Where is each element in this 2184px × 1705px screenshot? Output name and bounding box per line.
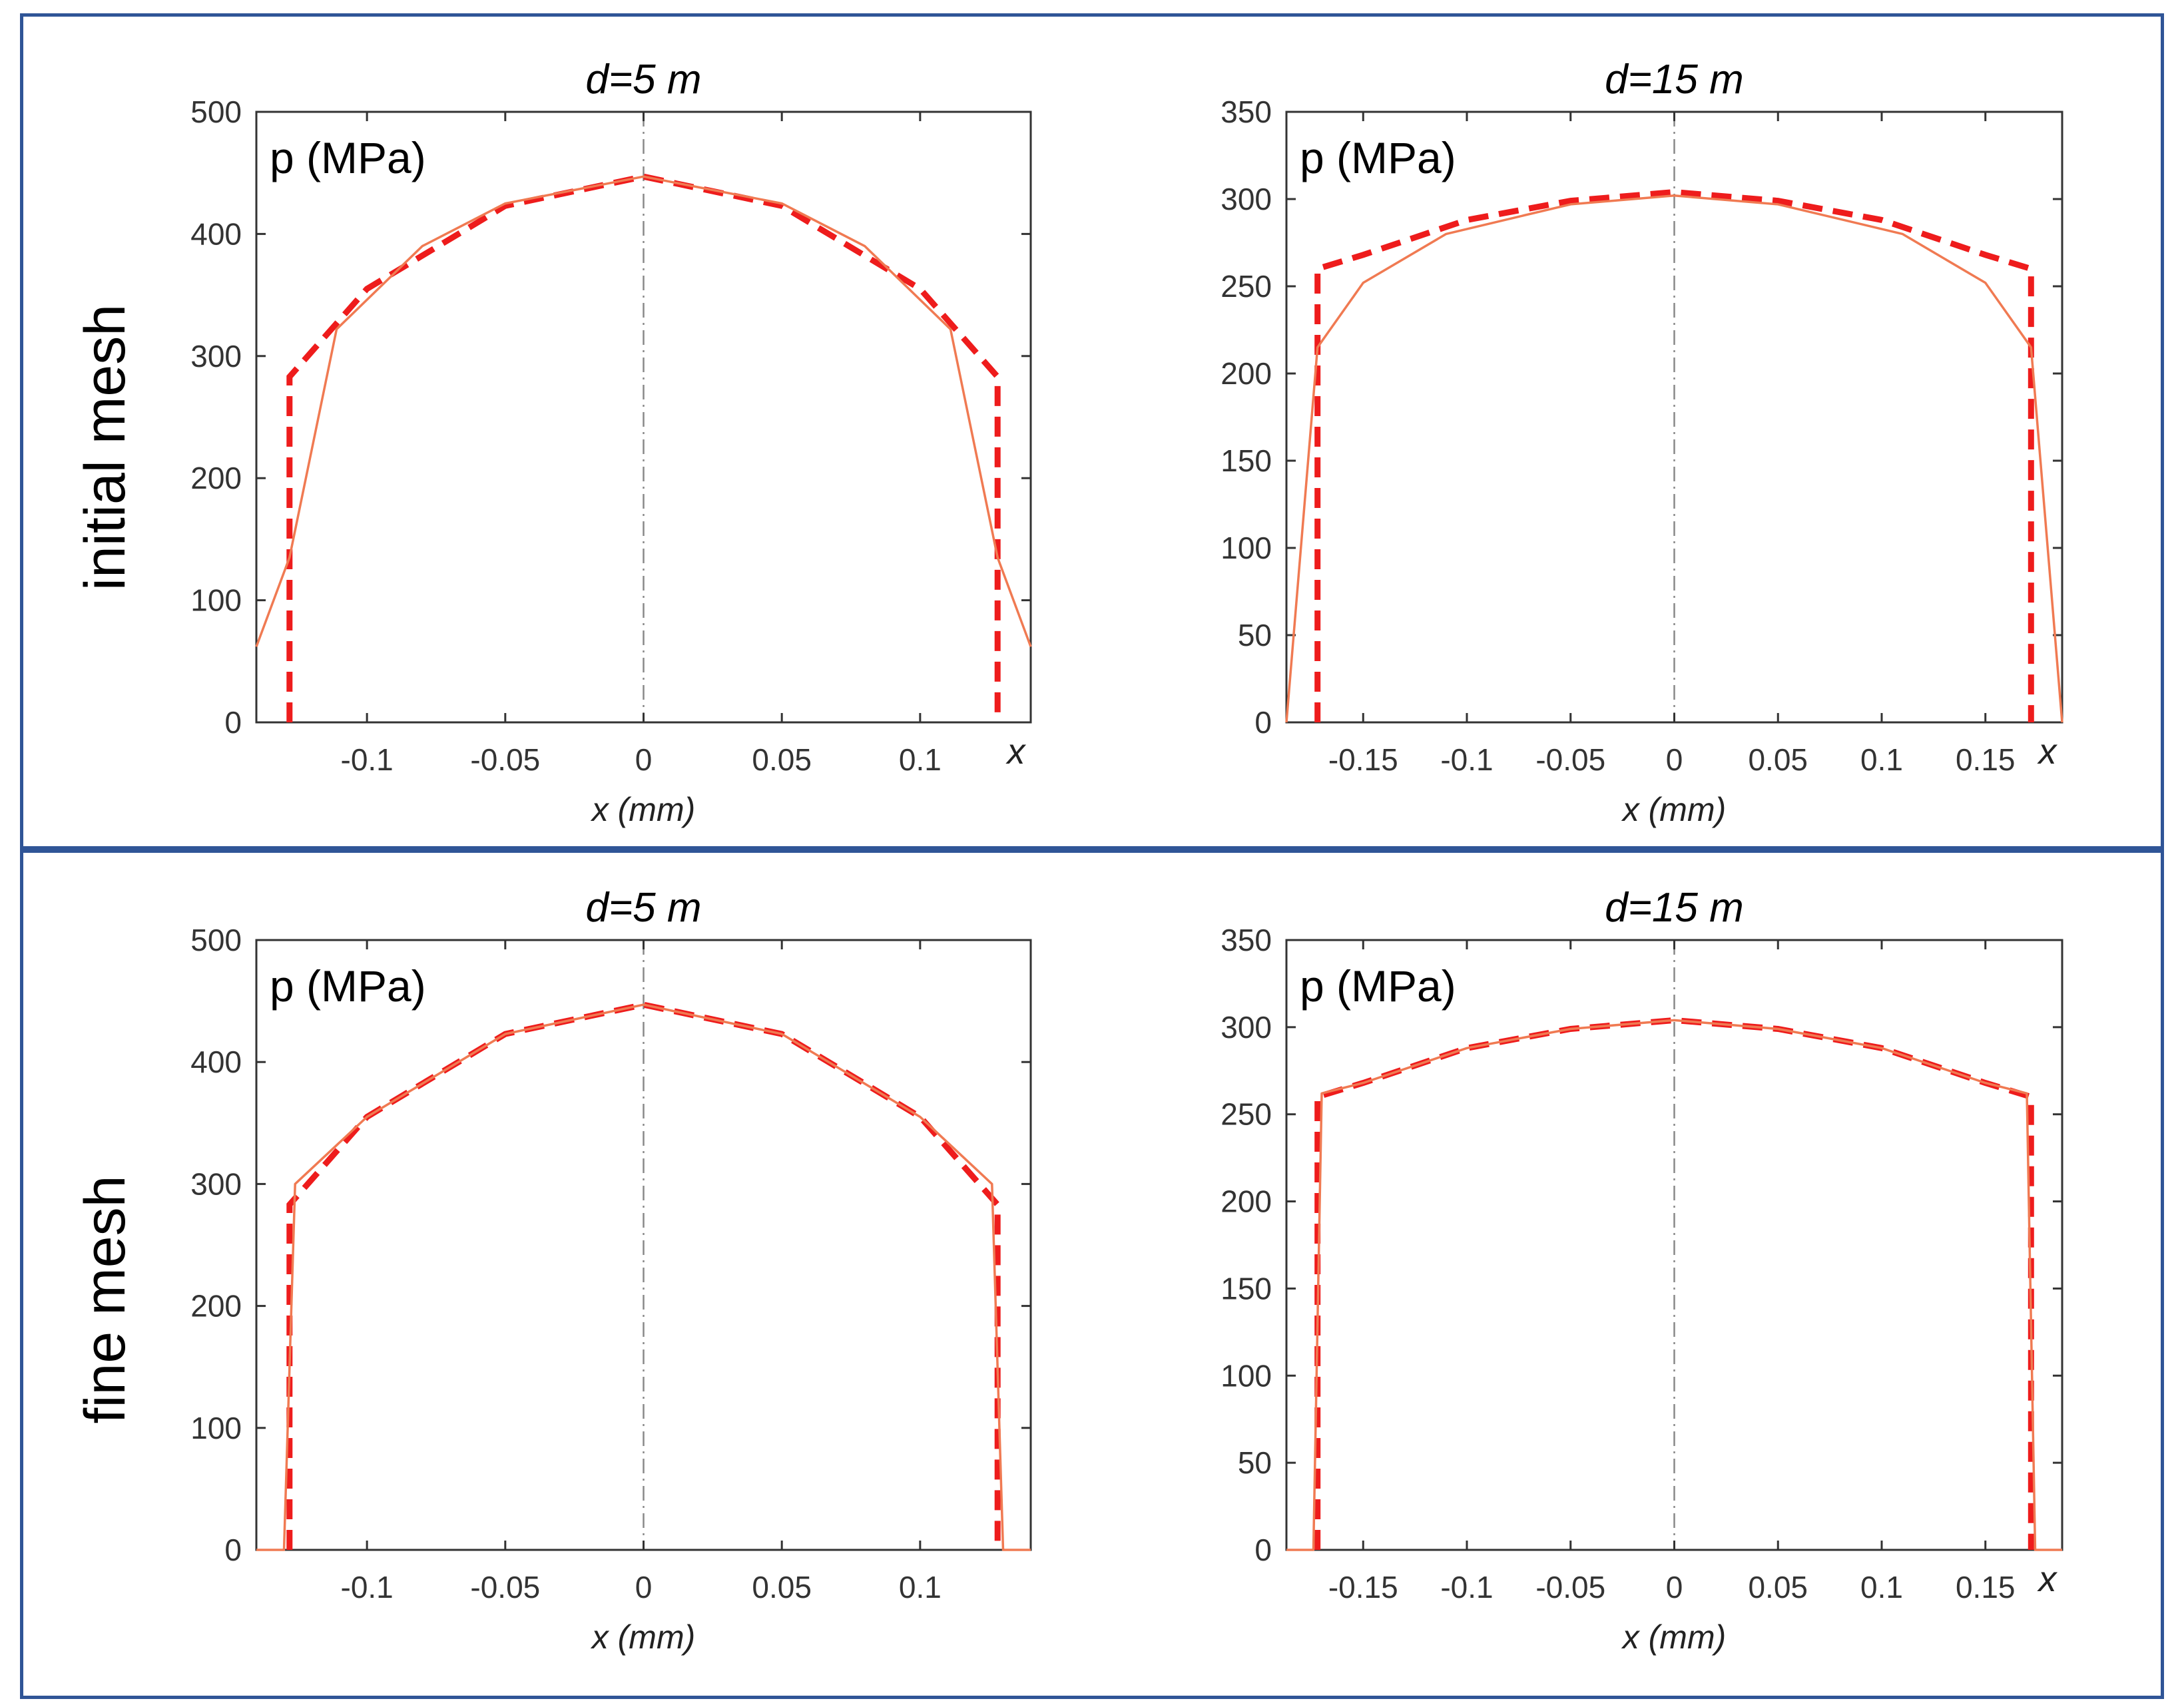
- x-axis-label: x (mm): [591, 791, 696, 828]
- x-axis-end-label: x: [1005, 732, 1027, 772]
- y-tick-label: 0: [1254, 705, 1272, 740]
- y-tick-label: 200: [190, 1289, 242, 1324]
- chart-title: d=15 m: [1605, 57, 1744, 103]
- x-tick-label: -0.1: [341, 742, 394, 777]
- y-tick-label: 300: [190, 1166, 242, 1201]
- x-tick-label: 0.15: [1956, 1570, 2016, 1604]
- x-tick-label: -0.1: [1440, 1570, 1493, 1604]
- x-tick-label: -0.05: [1535, 1570, 1605, 1604]
- y-axis-label: p (MPa): [270, 133, 426, 182]
- y-tick-label: 350: [1221, 923, 1272, 957]
- y-tick-label: 100: [190, 583, 242, 618]
- y-tick-label: 100: [1221, 531, 1272, 565]
- x-tick-label: -0.15: [1328, 1570, 1398, 1604]
- x-tick-label: 0.1: [899, 1570, 942, 1604]
- x-axis-label: x (mm): [1621, 1618, 1727, 1656]
- chart-title: d=5 m: [585, 885, 701, 931]
- chart-panel-2: 0 50 100 150 200 250 300 350 -0.15 -0.1 -0.05 0 0.05…: [1221, 57, 2063, 828]
- chart-panel-1: 0 100 200 300 400 500 -0.1 -0.05 0 0.05 0.1 d=5 m x …: [190, 57, 1032, 828]
- y-tick-label: 0: [1254, 1533, 1272, 1567]
- x-tick-label: -0.15: [1328, 742, 1398, 777]
- y-tick-label: 350: [1221, 95, 1272, 129]
- x-tick-label: 0.1: [1860, 742, 1903, 777]
- x-tick-label: 0.05: [752, 742, 812, 777]
- x-tick-label: 0.1: [1860, 1570, 1903, 1604]
- y-tick-label: 150: [1221, 1271, 1272, 1306]
- x-tick-label: -0.1: [1440, 742, 1493, 777]
- x-tick-label: 0.1: [899, 742, 942, 777]
- x-tick-label: 0.05: [752, 1570, 812, 1604]
- x-tick-label: 0: [635, 742, 653, 777]
- x-tick-label: -0.05: [1535, 742, 1605, 777]
- x-axis-end-label: x: [2037, 732, 2058, 772]
- y-axis-label: p (MPa): [1300, 961, 1456, 1011]
- y-tick-label: 200: [190, 461, 242, 495]
- series-line-solid: [1285, 194, 2063, 723]
- x-axis-end-label: x: [2037, 1559, 2058, 1599]
- y-axis-label: p (MPa): [270, 961, 426, 1011]
- chart-panel-4: 0 50 100 150 200 250 300 350 -0.15 -0.1 -0.05 0 0.05…: [1221, 885, 2063, 1656]
- y-tick-label: 150: [1221, 443, 1272, 478]
- x-tick-label: -0.05: [470, 742, 540, 777]
- series-line-dashed: [286, 173, 1001, 722]
- y-tick-label: 400: [190, 216, 242, 251]
- y-tick-label: 250: [1221, 1097, 1272, 1132]
- chart-title: d=15 m: [1605, 885, 1744, 931]
- series-line-solid: [1286, 1019, 2062, 1551]
- y-tick-label: 400: [190, 1045, 242, 1079]
- y-tick-label: 0: [224, 1533, 242, 1567]
- x-tick-label: 0.05: [1748, 1570, 1808, 1604]
- x-tick-label: 0: [1666, 1570, 1683, 1604]
- y-tick-label: 200: [1221, 356, 1272, 391]
- y-tick-label: 0: [224, 705, 242, 740]
- y-tick-label: 500: [190, 95, 242, 129]
- initial-mesh-frame: [20, 13, 2164, 850]
- x-axis-label: x (mm): [591, 1618, 696, 1656]
- y-tick-label: 300: [190, 339, 242, 373]
- x-axis-label: x (mm): [1621, 791, 1727, 828]
- y-tick-label: 50: [1238, 618, 1272, 652]
- y-tick-label: 100: [190, 1411, 242, 1445]
- x-tick-label: -0.05: [470, 1570, 540, 1604]
- x-tick-label: 0: [635, 1570, 653, 1604]
- y-tick-label: 100: [1221, 1358, 1272, 1393]
- chart-panel-3: 0 100 200 300 400 500 -0.1 -0.05 0 0.05 0.1 d=5 m x …: [190, 885, 1032, 1656]
- y-tick-label: 200: [1221, 1184, 1272, 1219]
- x-tick-label: 0: [1666, 742, 1683, 777]
- fine-mesh-frame: [20, 850, 2164, 1699]
- x-tick-label: -0.1: [341, 1570, 394, 1604]
- y-tick-label: 500: [190, 923, 242, 957]
- y-tick-label: 300: [1221, 1010, 1272, 1045]
- y-tick-label: 50: [1238, 1445, 1272, 1480]
- series-line-solid: [255, 175, 1032, 647]
- series-line-dashed: [286, 1001, 1001, 1550]
- x-tick-label: 0.15: [1956, 742, 2016, 777]
- y-axis-label: p (MPa): [1300, 133, 1456, 182]
- x-tick-label: 0.05: [1748, 742, 1808, 777]
- chart-title: d=5 m: [585, 57, 701, 103]
- y-tick-label: 300: [1221, 182, 1272, 216]
- series-line-solid: [256, 1003, 1031, 1551]
- y-tick-label: 250: [1221, 269, 1272, 304]
